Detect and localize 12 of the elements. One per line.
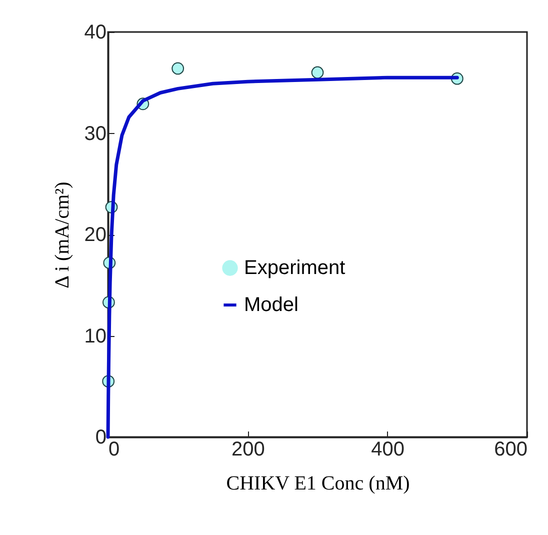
legend-label: Experiment xyxy=(244,257,346,279)
x-axis-title: CHIKV E1 Conc (nM) xyxy=(226,472,410,494)
legend-label: Model xyxy=(244,294,298,316)
x-tick-label: 200 xyxy=(231,438,265,460)
y-tick-label: 30 xyxy=(84,122,106,145)
x-tick-label: 400 xyxy=(371,438,405,460)
y-axis-title: Δ i (mA/cm²) xyxy=(51,182,74,288)
y-tick-label: 10 xyxy=(84,325,106,348)
x-tick-label: 0 xyxy=(108,438,120,460)
y-tick-label: 20 xyxy=(84,224,106,246)
y-tick-label: 40 xyxy=(84,22,106,44)
x-tick-label: 600 xyxy=(494,438,528,460)
